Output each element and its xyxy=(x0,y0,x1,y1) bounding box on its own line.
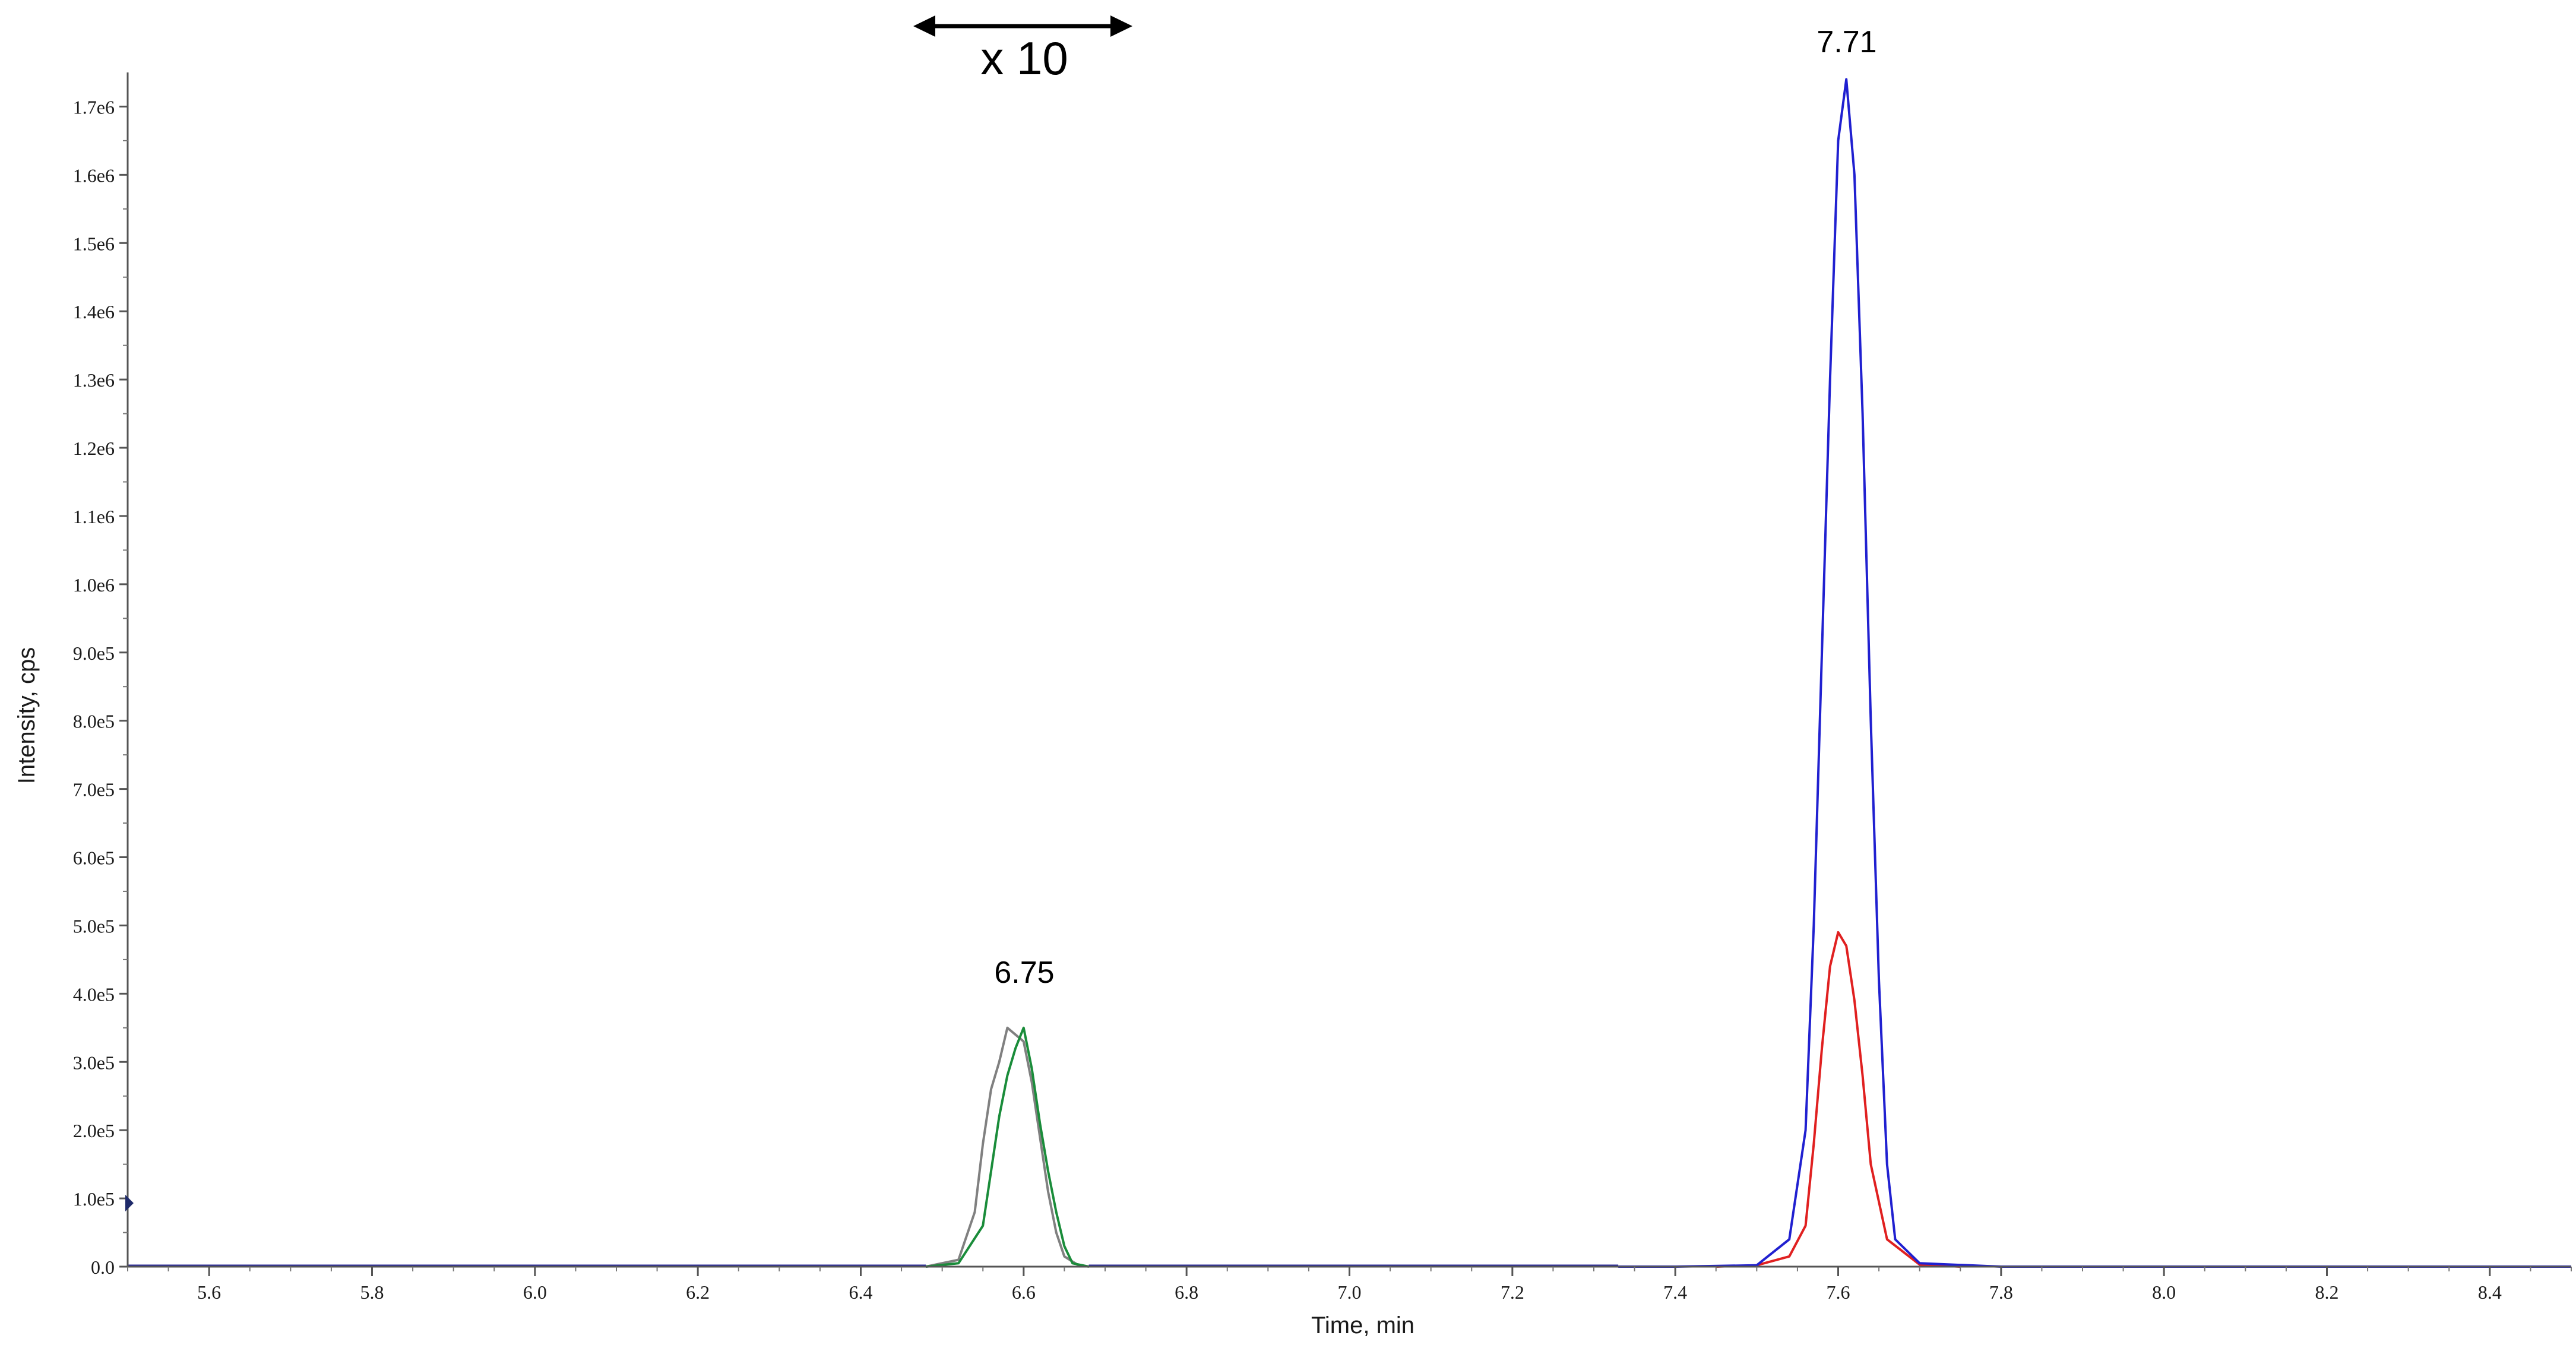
y-tick-label: 7.0e5 xyxy=(73,779,115,800)
zoom-label: x 10 xyxy=(980,32,1068,84)
y-tick-label: 2.0e5 xyxy=(73,1120,115,1141)
series-line-3 xyxy=(1716,931,1961,1268)
x-tick-label: 5.8 xyxy=(360,1281,384,1303)
y-axis-title: Intensity, cps xyxy=(14,647,40,784)
ticks: 0.0 1.0e5 2.0e5 3.0e5 4.0e5 5.0e5 6.0e5 7.0e5 8.… xyxy=(73,96,2572,1303)
x-axis-title: Time, min xyxy=(1311,1312,1414,1338)
zoom-double-arrow xyxy=(913,15,1132,37)
axes xyxy=(126,72,2571,1268)
y-tick-label: 8.0e5 xyxy=(73,711,115,732)
x-tick-label: 7.0 xyxy=(1338,1281,1362,1303)
peak-label-7-71: 7.71 xyxy=(1817,25,1876,59)
y-tick-label: 1.6e6 xyxy=(73,164,115,186)
x-tick-label: 6.8 xyxy=(1175,1281,1198,1303)
x-tick-label: 7.6 xyxy=(1827,1281,1850,1303)
series-line-2 xyxy=(925,1026,1090,1268)
y-tick-label: 1.7e6 xyxy=(73,96,115,118)
y-tick-label: 1.0e6 xyxy=(73,574,115,596)
y-tick-label: 1.2e6 xyxy=(73,438,115,459)
y-tick-label: 0.0 xyxy=(91,1257,115,1278)
y-tick-label: 1.4e6 xyxy=(73,301,115,322)
y-tick-label: 1.0e5 xyxy=(73,1188,115,1210)
x-tick-label: 5.6 xyxy=(197,1281,221,1303)
y-tick-label: 6.0e5 xyxy=(73,847,115,869)
y-tick-label: 5.0e5 xyxy=(73,915,115,936)
x-tick-label: 6.2 xyxy=(686,1281,710,1303)
y-tick-label: 1.3e6 xyxy=(73,369,115,391)
plot-lines xyxy=(128,78,2571,1268)
y-tick-label: 9.0e5 xyxy=(73,643,115,664)
y-tick-label: 1.5e6 xyxy=(73,233,115,254)
y-axis-marker-icon xyxy=(125,1195,134,1211)
x-tick-label: 8.4 xyxy=(2478,1281,2502,1303)
x-tick-label: 7.4 xyxy=(1663,1281,1687,1303)
series-line-4 xyxy=(1618,78,2571,1268)
peak-label-6-75: 6.75 xyxy=(994,955,1054,990)
x-tick-label: 7.2 xyxy=(1501,1281,1524,1303)
x-tick-label: 6.0 xyxy=(523,1281,547,1303)
y-tick-label: 3.0e5 xyxy=(73,1052,115,1073)
x-tick-label: 6.4 xyxy=(849,1281,873,1303)
x-tick-label: 7.8 xyxy=(1989,1281,2013,1303)
x-tick-label: 6.6 xyxy=(1012,1281,1036,1303)
x-tick-label: 8.0 xyxy=(2152,1281,2176,1303)
series-line-1 xyxy=(925,1026,1081,1268)
y-tick-label: 1.1e6 xyxy=(73,506,115,527)
y-tick-label: 4.0e5 xyxy=(73,983,115,1005)
x-tick-label: 8.2 xyxy=(2315,1281,2339,1303)
